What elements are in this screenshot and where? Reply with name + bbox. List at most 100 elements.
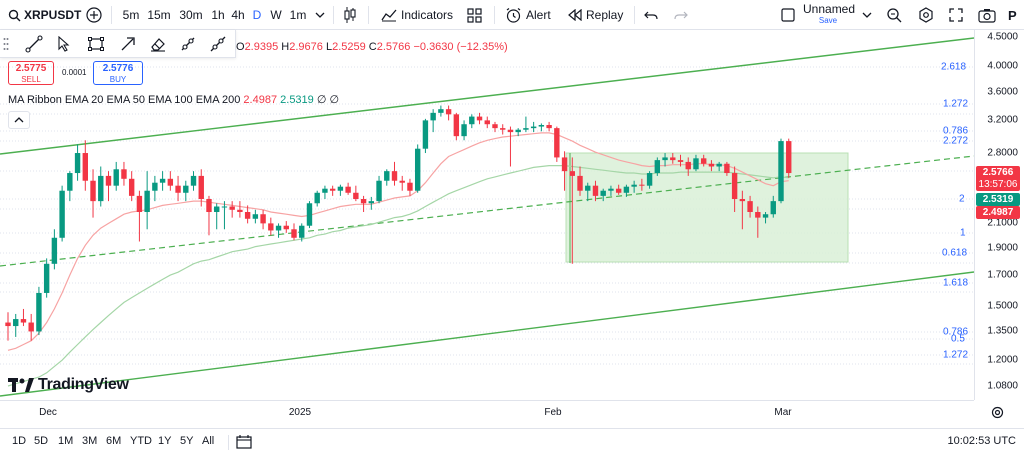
- redo-icon[interactable]: [672, 0, 690, 30]
- fib-level-label: 1.618: [943, 277, 969, 289]
- range-1y[interactable]: 1Y: [158, 435, 172, 447]
- candle: [438, 105, 444, 117]
- candle-body: [36, 292, 42, 332]
- ma-ribbon-legend[interactable]: MA Ribbon EMA 20 EMA 50 EMA 100 EMA 200 …: [8, 93, 339, 106]
- candle-body: [152, 182, 158, 191]
- candle: [183, 180, 189, 202]
- candle-body: [113, 169, 119, 186]
- spread-value: 0.0001: [62, 68, 87, 77]
- chevron-down-icon[interactable]: [313, 0, 327, 30]
- camera-snapshot-icon[interactable]: [976, 0, 998, 30]
- candle: [43, 258, 50, 298]
- candle-body: [90, 180, 96, 202]
- interval-1h[interactable]: 1h: [211, 8, 225, 22]
- date-range-calendar-icon[interactable]: [236, 434, 252, 452]
- candle-body: [631, 184, 637, 187]
- candle-body: [762, 214, 769, 218]
- chart-pane[interactable]: [0, 30, 975, 400]
- interval-15m[interactable]: 15m: [147, 8, 171, 22]
- candle: [167, 171, 174, 191]
- candle-body: [221, 206, 228, 208]
- candle-body: [353, 192, 359, 200]
- indicators-icon[interactable]: [378, 0, 400, 30]
- ema20-value: 2.4987: [243, 94, 278, 106]
- account-avatar[interactable]: P: [1008, 7, 1017, 23]
- ray-tool-icon[interactable]: [176, 32, 200, 56]
- interval-w[interactable]: W: [270, 8, 282, 22]
- interval-30m[interactable]: 30m: [179, 8, 203, 22]
- candle: [291, 223, 297, 241]
- layout-save-icon[interactable]: [779, 0, 797, 30]
- tradingview-logo[interactable]: TradingView: [8, 376, 129, 394]
- arrow-tool-icon[interactable]: [116, 32, 140, 56]
- range-5y[interactable]: 5Y: [180, 435, 194, 447]
- compare-add-icon[interactable]: [84, 0, 104, 30]
- alarm-clock-icon[interactable]: [502, 0, 524, 30]
- candle-body: [268, 223, 274, 231]
- range-all[interactable]: All: [202, 435, 215, 447]
- interval-1m-month[interactable]: 1m: [289, 8, 307, 22]
- candle-body: [67, 173, 73, 191]
- candle-body: [376, 180, 382, 202]
- candle: [144, 171, 150, 230]
- range-1m[interactable]: 1M: [58, 435, 74, 447]
- range-5d[interactable]: 5D: [34, 435, 49, 447]
- change-value: −0.3630 (−12.35%): [413, 41, 508, 53]
- eraser-tool-icon[interactable]: [146, 32, 170, 56]
- candle: [152, 175, 158, 202]
- candle: [507, 126, 514, 167]
- alert-button[interactable]: Alert: [526, 8, 551, 22]
- collapse-legend-button[interactable]: [8, 111, 30, 129]
- candle: [476, 112, 483, 125]
- undo-icon[interactable]: [642, 0, 660, 30]
- indicators-button[interactable]: Indicators: [401, 8, 454, 22]
- candle-body: [786, 141, 792, 174]
- symbol-search-icon[interactable]: [6, 0, 22, 30]
- layout-name[interactable]: Unnamed Save: [803, 3, 855, 26]
- time-label-mar: Mar: [774, 407, 792, 418]
- candle: [662, 153, 668, 167]
- settings-gear-icon[interactable]: [916, 0, 936, 30]
- interval-5m[interactable]: 5m: [122, 8, 140, 22]
- range-1d[interactable]: 1D: [12, 435, 27, 447]
- candle-body: [206, 199, 212, 213]
- rectangle-tool-icon[interactable]: [84, 32, 108, 56]
- axis-settings-gear-icon[interactable]: [991, 406, 1005, 420]
- buy-price: 2.5776: [102, 63, 134, 74]
- layout-menu-chevron-icon[interactable]: [860, 0, 874, 30]
- drag-handle-icon[interactable]: [1, 32, 11, 56]
- price-chart-canvas[interactable]: [0, 30, 975, 400]
- candles-chart-type-icon[interactable]: [340, 0, 360, 30]
- extended-line-tool-icon[interactable]: [206, 32, 230, 56]
- range-6m[interactable]: 6M: [106, 435, 122, 447]
- replay-button[interactable]: Replay: [586, 8, 624, 22]
- sell-button[interactable]: 2.5775 SELL: [8, 61, 54, 85]
- candle: [214, 203, 220, 230]
- replay-rewind-icon[interactable]: [566, 0, 584, 30]
- candle-body: [51, 237, 58, 264]
- candle: [5, 312, 11, 341]
- symbol-name[interactable]: XRPUSDT: [24, 8, 82, 22]
- candle: [190, 171, 197, 191]
- candle-body: [43, 263, 50, 293]
- candle-body: [469, 116, 475, 125]
- range-ytd[interactable]: YTD: [130, 435, 152, 447]
- candle: [51, 229, 58, 270]
- quick-search-icon[interactable]: [884, 0, 904, 30]
- utc-clock[interactable]: 10:02:53 UTC: [947, 435, 1016, 447]
- open-key: O: [236, 41, 245, 53]
- fullscreen-icon[interactable]: [946, 0, 966, 30]
- trend-line-tool-icon[interactable]: [22, 32, 46, 56]
- interval-4h[interactable]: 4h: [231, 8, 245, 22]
- time-axis[interactable]: Dec 2025 Feb Mar: [0, 400, 974, 424]
- candle: [121, 161, 127, 186]
- interval-d[interactable]: D: [252, 8, 262, 22]
- candle-body: [554, 128, 560, 158]
- candle-body: [299, 225, 305, 238]
- range-3m[interactable]: 3M: [82, 435, 98, 447]
- cursor-arrow-icon[interactable]: [52, 32, 76, 56]
- buy-button[interactable]: 2.5776 BUY: [93, 61, 143, 85]
- layout-grid-icon[interactable]: [464, 0, 484, 30]
- price-axis[interactable]: 4.5000 4.0000 3.6000 3.2000 2.8000 2.1000 1.90…: [974, 30, 1024, 400]
- fib-level-label: 0.618: [942, 247, 968, 259]
